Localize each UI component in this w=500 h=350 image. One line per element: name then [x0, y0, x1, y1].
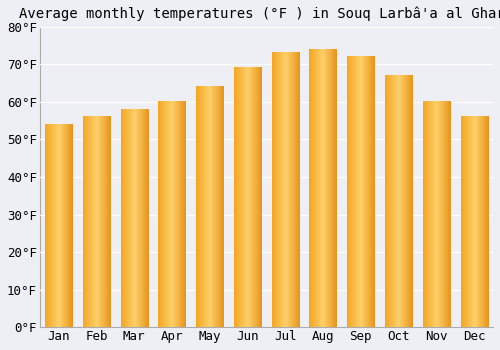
Title: Average monthly temperatures (°F ) in Souq Larbâ'a al Gharb: Average monthly temperatures (°F ) in So… — [20, 7, 500, 21]
